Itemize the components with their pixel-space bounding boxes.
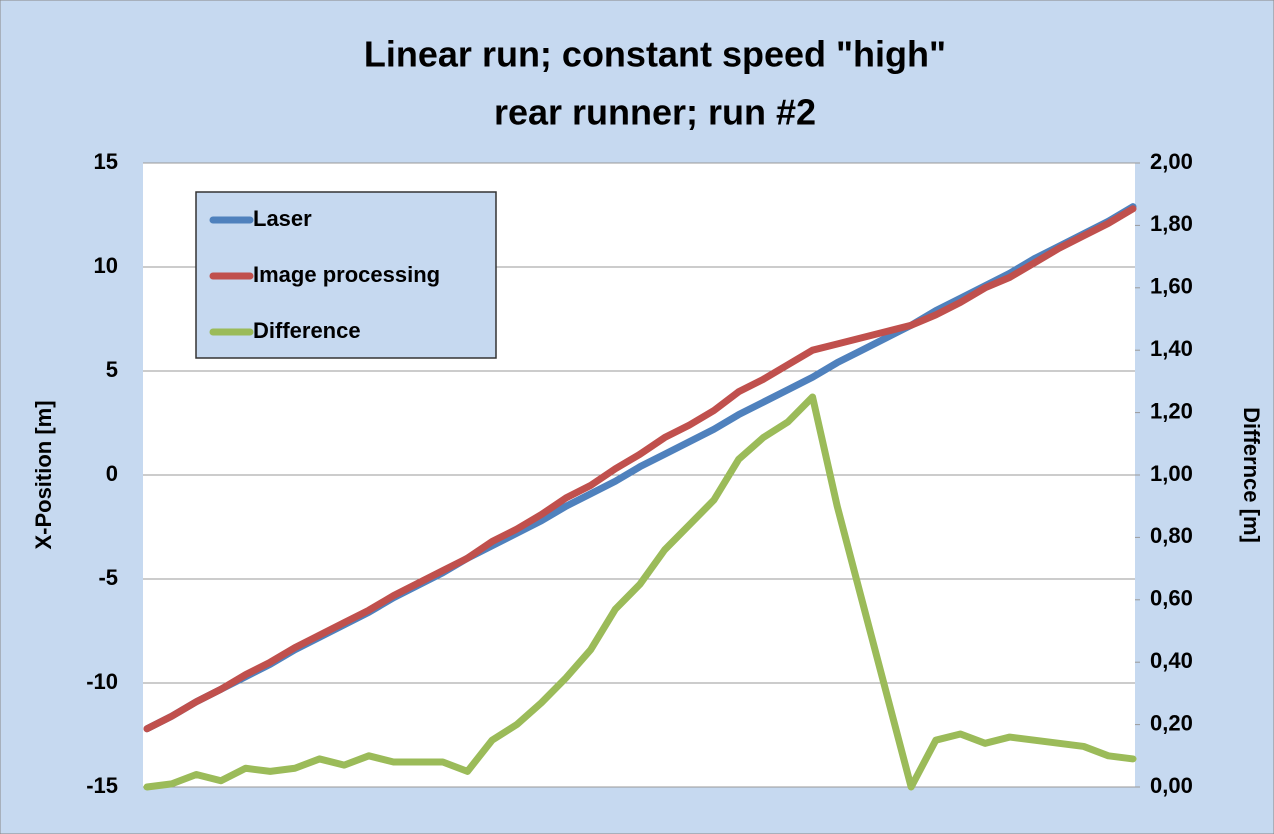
y2-tick-label: 0,60 [1150, 586, 1193, 611]
legend-label: Laser [253, 206, 312, 231]
line-series [143, 393, 1137, 791]
y2-tick-label: 0,40 [1150, 648, 1193, 673]
y-tick-label: -5 [98, 565, 118, 590]
legend-label: Difference [253, 318, 361, 343]
y2-axis-label: Differnce [m] [1239, 407, 1264, 543]
y2-tick-label: 1,60 [1150, 274, 1193, 299]
line-series [143, 205, 1137, 733]
y2-tick-label: 0,00 [1150, 773, 1193, 798]
y-tick-label: -10 [86, 669, 118, 694]
chart-subtitle: rear runner; run #2 [494, 92, 816, 133]
chart-title: Linear run; constant speed "high" [364, 34, 946, 75]
y2-tick-label: 1,20 [1150, 398, 1193, 423]
y-tick-label: 5 [106, 357, 118, 382]
y-tick-label: -15 [86, 773, 118, 798]
y2-tick-label: 0,20 [1150, 710, 1193, 735]
y-axis-label: X-Position [m] [31, 400, 56, 549]
legend-label: Image processing [253, 262, 440, 287]
y2-tick-label: 1,40 [1150, 336, 1193, 361]
y-tick-label: 15 [94, 149, 118, 174]
y2-tick-label: 0,80 [1150, 523, 1193, 548]
y-tick-label: 10 [94, 253, 118, 278]
y2-tick-label: 2,00 [1150, 149, 1193, 174]
y2-tick-label: 1,00 [1150, 461, 1193, 486]
y-tick-label: 0 [106, 461, 118, 486]
y2-tick-label: 1,80 [1150, 211, 1193, 236]
